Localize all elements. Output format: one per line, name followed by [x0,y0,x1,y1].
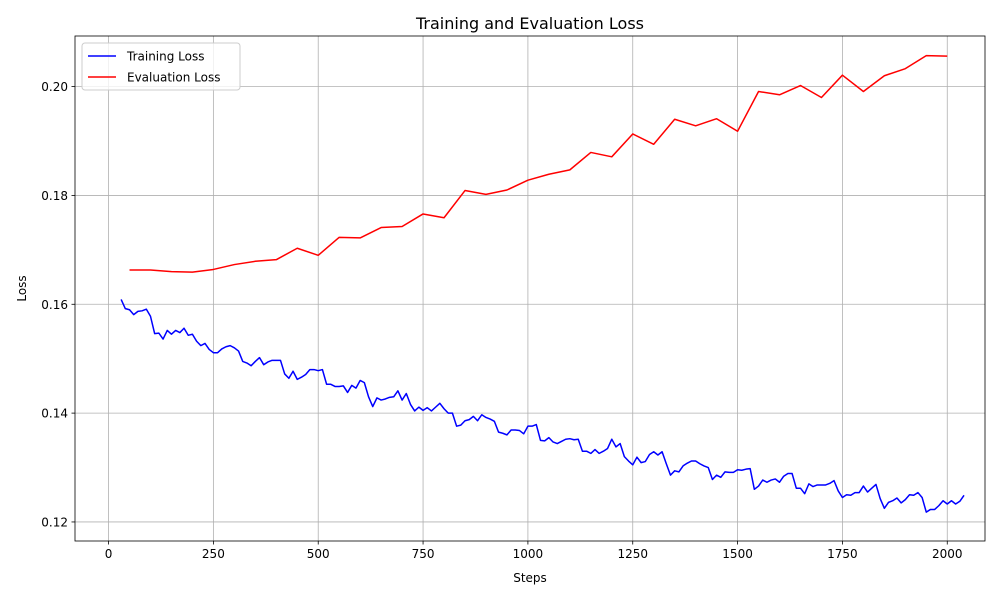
grid-lines [75,36,985,541]
x-tick-label: 750 [412,547,435,561]
x-tick-label: 0 [105,547,113,561]
y-tick-label: 0.16 [41,298,68,312]
y-tick-label: 0.20 [41,80,68,94]
legend-box [81,42,241,91]
x-axis-label: Steps [513,571,547,585]
legend-label-training-loss: Training Loss [126,50,204,64]
x-tick-label: 500 [307,547,330,561]
x-tick-label: 1750 [827,547,858,561]
x-tick-label: 1000 [513,547,544,561]
y-tick-label: 0.14 [41,407,68,421]
series-line-evaluation-loss [129,54,948,273]
legend-label-evaluation-loss: Evaluation Loss [127,71,220,85]
chart-title: Training and Evaluation Loss [415,14,644,33]
x-tick-label: 250 [202,547,225,561]
y-tick-label: 0.12 [41,515,68,529]
y-tick-label: 0.18 [41,189,68,203]
series-line-training-loss [120,299,965,513]
plot-frame [74,35,986,542]
x-axis-ticks: 0 250 500 750 1000 1250 1500 1750 2000 [105,541,963,561]
series-lines [120,54,965,513]
x-tick-label: 1500 [722,547,753,561]
x-tick-label: 1250 [617,547,648,561]
y-axis-label: Loss [15,275,29,301]
legend: Training Loss Evaluation Loss [81,42,241,91]
x-tick-label: 2000 [932,547,963,561]
y-axis-ticks: 0.12 0.14 0.16 0.18 0.20 [41,80,75,529]
